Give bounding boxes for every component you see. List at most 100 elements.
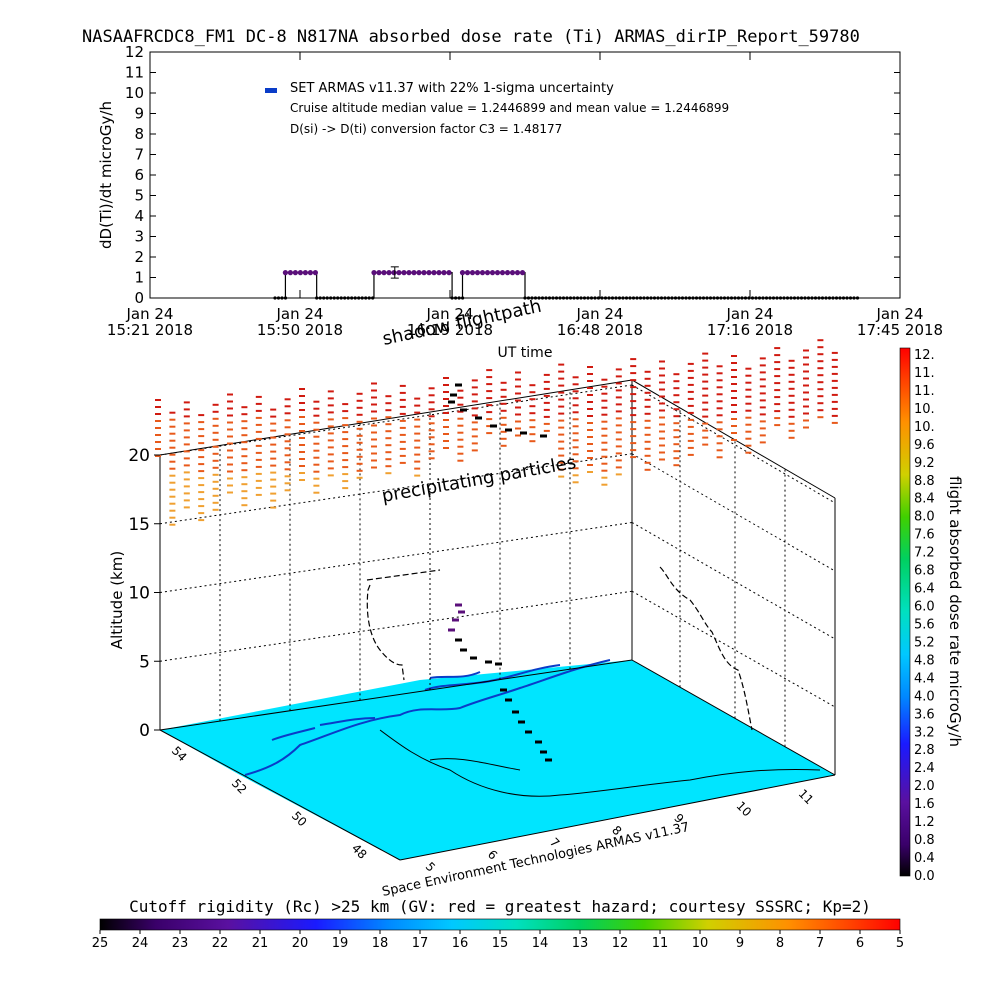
x-tick-label-time: 16:48 2018 bbox=[557, 321, 643, 339]
series-point bbox=[719, 296, 723, 300]
series-point bbox=[282, 270, 288, 276]
legend-entry-3: D(si) -> D(ti) conversion factor C3 = 1.… bbox=[290, 122, 562, 136]
x-tick-label-time: 17:45 2018 bbox=[857, 321, 943, 339]
latitude-tick-label: 50 bbox=[289, 809, 310, 830]
series-point bbox=[775, 296, 779, 300]
series-point bbox=[596, 296, 601, 300]
series-point bbox=[325, 296, 329, 300]
series-point bbox=[561, 296, 566, 300]
dose-colorbar-tick-label: 12. bbox=[914, 348, 935, 363]
rigidity-tick-label: 17 bbox=[412, 936, 429, 951]
dose-colorbar-tick-label: 4.8 bbox=[914, 653, 935, 668]
series-point bbox=[642, 296, 646, 300]
chart-title: NASAAFRCDC8_FM1 DC-8 N817NA absorbed dos… bbox=[82, 27, 860, 47]
series-point bbox=[526, 296, 531, 300]
dose-colorbar-tick-label: 7.6 bbox=[914, 528, 935, 543]
series-point bbox=[820, 296, 825, 300]
grid-line-right bbox=[631, 522, 836, 640]
series-point bbox=[283, 296, 288, 300]
grid-line-back bbox=[159, 522, 633, 593]
series-point bbox=[551, 296, 555, 300]
series-point bbox=[747, 296, 751, 300]
rigidity-tick-label: 11 bbox=[652, 936, 669, 951]
series-point bbox=[645, 296, 650, 300]
border-lines bbox=[379, 729, 821, 797]
series-point bbox=[509, 270, 516, 276]
dose-colorbar-tick-label: 1.6 bbox=[914, 797, 935, 812]
series-point bbox=[350, 296, 354, 300]
grid-line-right bbox=[631, 384, 836, 504]
altitude-tick-label: 20 bbox=[128, 446, 150, 466]
series-point bbox=[287, 270, 293, 276]
latitude-tick-label: 48 bbox=[349, 841, 370, 862]
y-tick-label: 8 bbox=[134, 125, 144, 143]
series-point bbox=[624, 296, 629, 300]
series-point bbox=[782, 296, 786, 300]
rigidity-tick-label: 7 bbox=[816, 936, 824, 951]
series-point bbox=[537, 296, 541, 300]
series-point bbox=[441, 270, 447, 276]
rigidity-tick-label: 13 bbox=[572, 936, 589, 951]
y-tick-label: 10 bbox=[125, 84, 144, 102]
altitude-tick-label: 15 bbox=[128, 515, 150, 535]
series-point bbox=[540, 296, 545, 300]
series-point bbox=[450, 296, 454, 300]
latitude-tick-label: 54 bbox=[169, 744, 190, 765]
dose-colorbar-tick-label: 11. bbox=[914, 384, 935, 399]
dose-colorbar-tick-label: 4.0 bbox=[914, 689, 935, 704]
series-point bbox=[813, 296, 818, 300]
series-point bbox=[649, 296, 653, 300]
rigidity-tick-label: 20 bbox=[292, 936, 309, 951]
rigidity-tick-label: 15 bbox=[492, 936, 509, 951]
dose-colorbar-tick-label: 3.6 bbox=[914, 707, 935, 722]
series-point bbox=[276, 296, 281, 300]
series-point bbox=[757, 296, 762, 300]
series-point bbox=[312, 270, 318, 276]
dose-colorbar-ticks: 12. 11. 11. 10. 10. 9.6 9.2 8.8 8.4 8.0 7.6 7.2 6.8 6… bbox=[914, 348, 935, 884]
altitude-tick-label: 5 bbox=[139, 652, 150, 672]
y-tick-label: 6 bbox=[134, 166, 144, 184]
series-point bbox=[558, 296, 562, 300]
series-point bbox=[565, 296, 569, 300]
dose-colorbar-tick-label: 5.2 bbox=[914, 635, 935, 650]
series-point bbox=[589, 296, 594, 300]
series-point bbox=[778, 296, 783, 300]
y-tick-label: 4 bbox=[134, 207, 144, 225]
series-point bbox=[680, 296, 685, 300]
series-point bbox=[544, 296, 548, 300]
rigidity-tick-label: 9 bbox=[736, 936, 744, 951]
series-point bbox=[631, 296, 636, 300]
series-point bbox=[346, 296, 350, 300]
series-point bbox=[635, 296, 639, 300]
y-tick-label: 9 bbox=[134, 105, 144, 123]
series-point bbox=[750, 296, 755, 300]
altitude-tick-label: 10 bbox=[128, 584, 150, 604]
series-line bbox=[275, 271, 859, 299]
series-point bbox=[376, 270, 382, 276]
series-point bbox=[726, 296, 730, 300]
series-point bbox=[845, 296, 849, 300]
grid-line-back bbox=[159, 590, 633, 662]
series-point bbox=[603, 296, 608, 300]
rigidity-tick-label: 6 bbox=[856, 936, 864, 951]
series-point bbox=[461, 296, 465, 300]
series-point bbox=[489, 270, 496, 276]
grid-line-right bbox=[631, 453, 836, 572]
series-point bbox=[810, 296, 814, 300]
latitude-tick-label: 52 bbox=[229, 776, 250, 797]
series-point bbox=[666, 296, 671, 300]
map-floor bbox=[160, 660, 835, 860]
series-point bbox=[691, 296, 695, 300]
series-point bbox=[454, 296, 458, 300]
series-point bbox=[353, 296, 357, 300]
series-point bbox=[673, 296, 678, 300]
series-point bbox=[582, 296, 587, 300]
series-point bbox=[722, 296, 727, 300]
series-point bbox=[614, 296, 618, 300]
rigidity-tick-label: 10 bbox=[692, 936, 709, 951]
